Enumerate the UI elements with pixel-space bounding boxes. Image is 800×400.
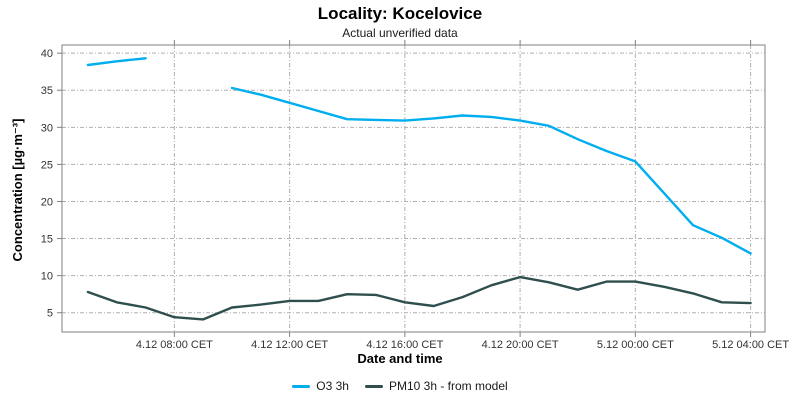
x-tick-label: 4.12 20:00 CET	[482, 339, 559, 351]
y-tick-label: 5	[47, 308, 53, 320]
x-axis-label: Date and time	[357, 351, 443, 366]
y-tick-label: 20	[41, 196, 53, 208]
series-line-0	[230, 86, 752, 255]
chart-subtitle: Actual unverified data	[342, 26, 458, 40]
y-tick-label: 40	[41, 48, 53, 60]
pm10-line-icon	[364, 384, 383, 388]
legend-label-pm10: PM10 3h - from model	[388, 379, 508, 393]
series-line-0	[86, 57, 147, 67]
y-tick-label: 25	[41, 159, 53, 171]
x-tick-label: 5.12 04:00 CET	[712, 339, 789, 351]
y-tick-label: 15	[41, 234, 53, 246]
x-tick-label: 4.12 12:00 CET	[251, 339, 328, 351]
series-line-1	[86, 275, 752, 321]
legend-item-pm10: PM10 3h - from model	[364, 379, 508, 393]
y-tick-label: 10	[41, 271, 53, 283]
x-tick-label: 5.12 00:00 CET	[597, 339, 674, 351]
o3-line-icon	[292, 384, 311, 388]
y-tick-label: 35	[41, 85, 53, 97]
legend-item-o3: O3 3h	[292, 379, 349, 393]
x-tick-label: 4.12 16:00 CET	[366, 339, 443, 351]
y-tick-label: 30	[41, 122, 53, 134]
legend: O3 3h PM10 3h - from model	[0, 379, 800, 393]
chart-title: Locality: Kocelovice	[317, 4, 483, 23]
legend-label-o3: O3 3h	[316, 379, 349, 393]
x-tick-label: 4.12 08:00 CET	[136, 339, 213, 351]
